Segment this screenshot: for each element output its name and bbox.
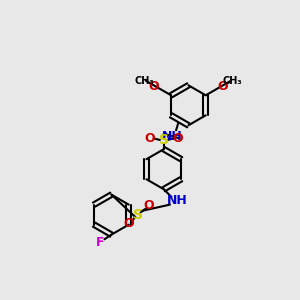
- Text: S: S: [134, 208, 143, 222]
- Text: NH: NH: [167, 194, 188, 207]
- Text: F: F: [96, 236, 105, 249]
- Text: O: O: [149, 80, 159, 93]
- Text: O: O: [124, 218, 134, 230]
- Text: CH₃: CH₃: [223, 76, 242, 86]
- Text: O: O: [172, 132, 183, 145]
- Text: O: O: [145, 132, 155, 145]
- Text: S: S: [159, 133, 169, 147]
- Text: CH₃: CH₃: [134, 76, 154, 86]
- Text: NH: NH: [162, 130, 183, 143]
- Text: O: O: [144, 199, 154, 212]
- Text: O: O: [218, 80, 228, 93]
